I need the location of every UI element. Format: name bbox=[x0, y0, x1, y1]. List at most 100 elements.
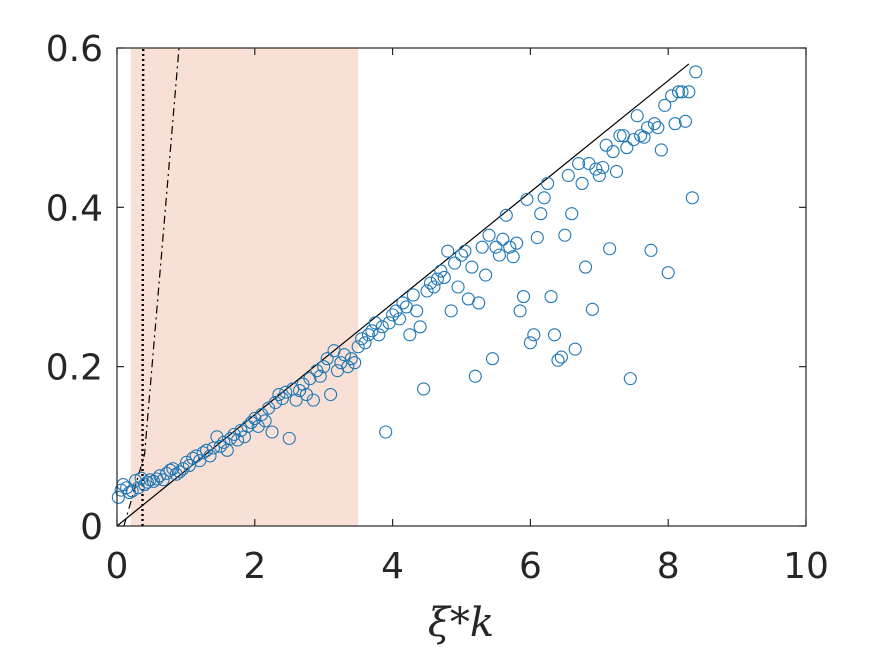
data-point bbox=[351, 340, 365, 354]
data-point bbox=[324, 387, 338, 402]
data-point bbox=[510, 236, 524, 250]
data-point bbox=[279, 385, 293, 399]
reference-line-dotted bbox=[141, 47, 145, 526]
data-point bbox=[303, 372, 317, 386]
data-point bbox=[344, 352, 358, 366]
data-point bbox=[341, 360, 355, 374]
data-point bbox=[458, 244, 472, 258]
data-point bbox=[644, 243, 658, 257]
data-point bbox=[430, 272, 444, 286]
data-point bbox=[551, 353, 565, 367]
data-point bbox=[413, 320, 427, 334]
data-point bbox=[153, 469, 167, 483]
data-point bbox=[213, 439, 227, 453]
data-point bbox=[186, 451, 200, 465]
data-point bbox=[379, 425, 393, 439]
data-point bbox=[289, 393, 303, 407]
data-point bbox=[140, 475, 154, 489]
data-point bbox=[361, 328, 376, 342]
data-point bbox=[558, 228, 572, 242]
data-point bbox=[244, 415, 258, 429]
data-point bbox=[410, 304, 424, 318]
data-point bbox=[375, 320, 389, 334]
data-point bbox=[668, 117, 682, 131]
y-tick-labels: 0 0.2 0.4 0.6 bbox=[46, 29, 103, 548]
data-point bbox=[114, 483, 128, 497]
data-point bbox=[423, 276, 438, 290]
data-point bbox=[592, 168, 606, 183]
data-point bbox=[406, 288, 420, 302]
data-point bbox=[472, 296, 486, 310]
data-point bbox=[554, 350, 568, 364]
data-points bbox=[111, 65, 703, 504]
data-point bbox=[437, 270, 451, 284]
data-point bbox=[320, 352, 334, 366]
data-point bbox=[613, 129, 627, 143]
data-point bbox=[689, 65, 703, 79]
axes-box bbox=[116, 47, 807, 527]
x-tick-label: 10 bbox=[783, 546, 829, 587]
y-tick-label: 0.6 bbox=[46, 29, 103, 70]
data-point bbox=[396, 296, 410, 310]
data-point bbox=[434, 264, 448, 278]
shaded-region bbox=[130, 48, 359, 526]
data-point bbox=[544, 290, 558, 304]
data-point bbox=[258, 414, 272, 428]
y-tick-label: 0 bbox=[80, 507, 103, 548]
data-point bbox=[661, 266, 675, 280]
data-point bbox=[530, 231, 544, 245]
data-point bbox=[465, 260, 479, 274]
data-point bbox=[189, 449, 203, 463]
data-point bbox=[275, 391, 289, 406]
data-point bbox=[596, 160, 610, 175]
axis-ticks bbox=[116, 47, 807, 527]
data-point bbox=[176, 462, 190, 476]
data-point bbox=[224, 431, 238, 445]
data-point bbox=[358, 336, 372, 350]
data-point bbox=[417, 382, 431, 396]
x-tick-label: 6 bbox=[519, 546, 542, 587]
data-point bbox=[572, 156, 586, 171]
x-tick-label: 8 bbox=[657, 546, 680, 587]
data-point bbox=[454, 248, 469, 262]
data-point bbox=[627, 133, 641, 147]
data-point bbox=[537, 191, 551, 205]
data-point bbox=[203, 449, 217, 463]
data-point bbox=[173, 465, 187, 479]
data-point bbox=[658, 98, 672, 112]
data-point bbox=[506, 250, 520, 264]
data-point bbox=[156, 473, 170, 487]
data-point bbox=[386, 308, 400, 322]
data-point bbox=[485, 352, 500, 366]
x-axis-label: ξ*k bbox=[428, 600, 494, 646]
data-point bbox=[451, 280, 465, 294]
data-point bbox=[448, 256, 462, 270]
data-point bbox=[392, 312, 407, 326]
data-point bbox=[489, 240, 503, 254]
data-point bbox=[482, 228, 496, 242]
data-point bbox=[678, 114, 692, 128]
data-point bbox=[496, 232, 510, 246]
x-tick-label: 0 bbox=[106, 546, 129, 587]
data-point bbox=[220, 443, 234, 457]
data-point bbox=[355, 332, 369, 346]
data-point bbox=[475, 240, 489, 254]
data-point bbox=[479, 268, 493, 282]
y-tick-label: 0.4 bbox=[46, 188, 103, 229]
data-point bbox=[268, 395, 283, 410]
data-point bbox=[282, 431, 296, 445]
data-point bbox=[606, 145, 620, 159]
data-point bbox=[503, 240, 517, 254]
data-point bbox=[313, 369, 327, 383]
data-point bbox=[348, 356, 362, 370]
data-point bbox=[630, 109, 644, 123]
data-point bbox=[111, 490, 125, 504]
data-point bbox=[575, 176, 589, 190]
x-tick-label: 2 bbox=[243, 546, 266, 587]
data-point bbox=[541, 176, 555, 190]
data-point bbox=[675, 85, 689, 99]
data-point bbox=[523, 336, 537, 350]
data-point bbox=[637, 130, 651, 144]
data-point bbox=[568, 342, 582, 356]
